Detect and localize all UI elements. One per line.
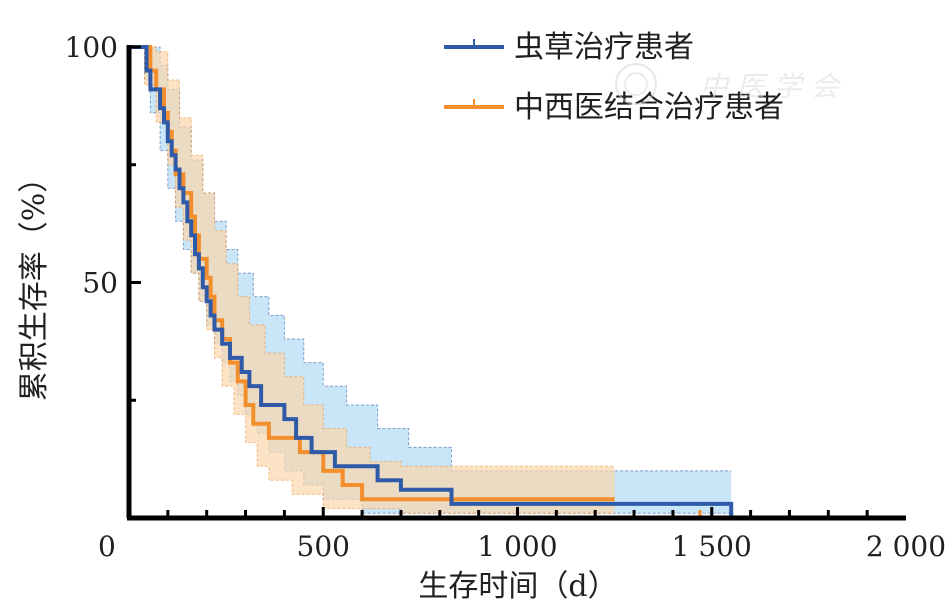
x-tick-label: 2 000 — [866, 530, 946, 563]
confidence-bands — [129, 46, 732, 518]
survival-line-series-1 — [129, 45, 615, 502]
y-tick-label: 100 — [65, 31, 118, 64]
x-axis-title: 生存时间（d） — [418, 569, 617, 604]
ci-upper-line-series-0 — [129, 46, 732, 472]
x-tick-label: 1 000 — [477, 530, 557, 563]
survival-line-series-0 — [129, 45, 734, 518]
x-tick-label: 1 500 — [672, 530, 752, 563]
watermark-text: 中 医 学 会 — [700, 70, 842, 103]
survival-curves — [129, 45, 734, 518]
legend-label-1: 中西医结合治疗患者 — [514, 90, 784, 125]
ci-lower-line-series-1 — [129, 46, 615, 514]
y-axis-title: 累积生存率（%） — [17, 163, 52, 402]
seal-icon — [615, 63, 657, 105]
legend-label-0: 虫草治疗患者 — [514, 30, 694, 65]
x-tick-label: 0 — [98, 530, 116, 563]
seal-inner-icon — [624, 72, 648, 96]
ci-upper-line-series-1 — [129, 46, 615, 467]
ci-band-series-1 — [129, 47, 615, 514]
tick-marks — [129, 45, 869, 518]
watermark-seal: 中 医 学 会 — [615, 63, 842, 105]
x-tick-label: 500 — [297, 530, 350, 563]
y-tick-label: 50 — [82, 267, 118, 300]
tick-labels: 0 500 1 000 1 500 2 000 50 100 — [65, 31, 947, 563]
